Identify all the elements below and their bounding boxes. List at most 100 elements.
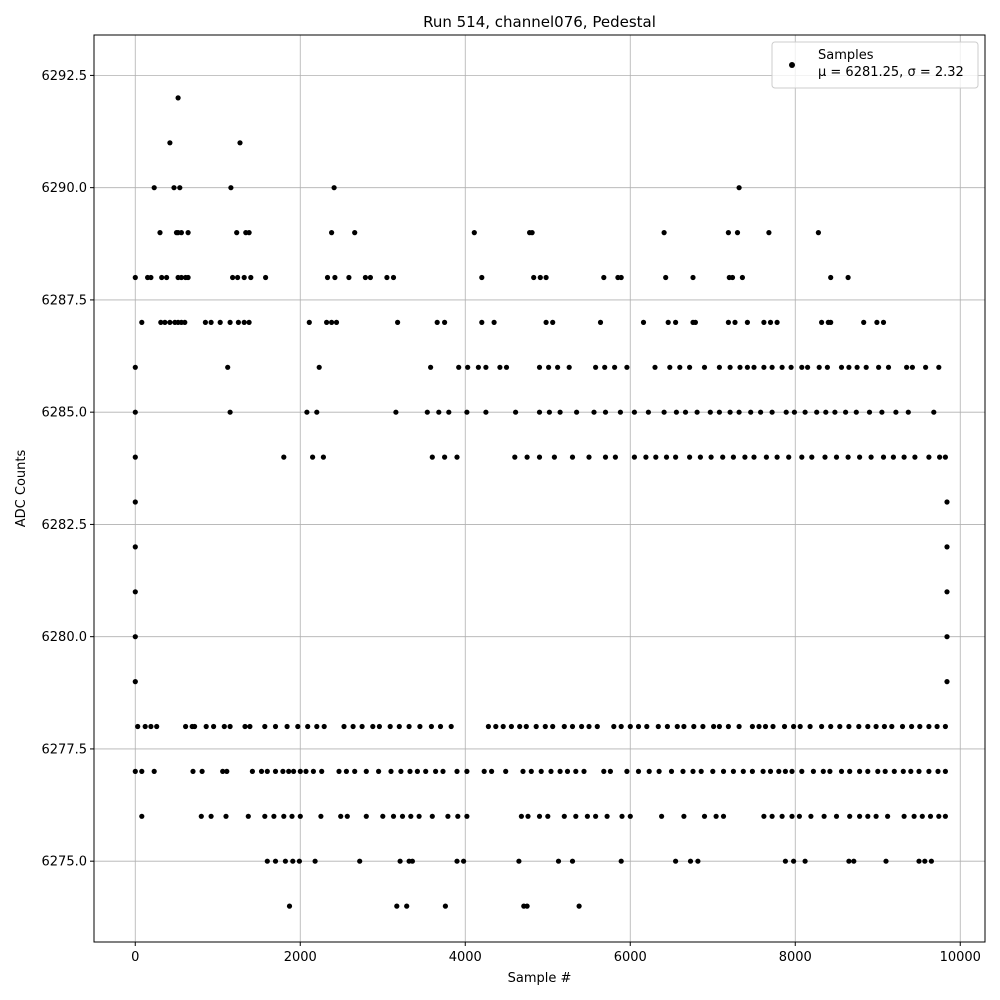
- data-point: [823, 409, 829, 415]
- data-point: [635, 768, 642, 775]
- data-point: [569, 858, 576, 864]
- data-point: [673, 858, 679, 864]
- data-point: [936, 364, 942, 370]
- data-point: [235, 274, 241, 281]
- data-point: [805, 364, 811, 370]
- data-point: [262, 813, 268, 819]
- data-point: [627, 723, 633, 730]
- data-point: [617, 409, 624, 415]
- data-point: [760, 768, 766, 775]
- data-point: [828, 274, 834, 281]
- data-point: [225, 364, 231, 370]
- data-point: [854, 364, 860, 370]
- data-point: [246, 230, 252, 236]
- data-point: [901, 454, 907, 460]
- data-point: [331, 185, 337, 191]
- data-point: [227, 319, 233, 325]
- data-point: [557, 409, 563, 415]
- data-point: [448, 723, 454, 730]
- data-point: [791, 723, 797, 730]
- legend-entry-stats: μ = 6281.25, σ = 2.32: [818, 65, 964, 80]
- data-point: [591, 409, 597, 415]
- data-point: [280, 768, 286, 775]
- data-point: [310, 768, 316, 775]
- data-point: [573, 813, 579, 819]
- x-tick-label: 2000: [284, 950, 317, 965]
- data-point: [536, 813, 543, 819]
- data-point: [729, 274, 736, 281]
- data-point: [148, 723, 154, 730]
- data-point: [543, 319, 549, 325]
- data-point: [404, 903, 410, 909]
- data-point: [290, 858, 296, 864]
- data-point: [139, 319, 145, 325]
- data-point: [264, 768, 270, 775]
- data-point: [192, 723, 198, 730]
- data-point: [454, 454, 460, 460]
- data-point: [604, 813, 610, 819]
- data-point: [217, 319, 223, 325]
- data-point: [944, 634, 950, 640]
- data-point: [727, 409, 733, 415]
- data-point: [737, 364, 743, 370]
- data-point: [899, 723, 906, 730]
- data-point: [336, 768, 342, 775]
- data-point: [564, 768, 571, 775]
- data-point: [691, 723, 697, 730]
- data-point: [211, 723, 217, 730]
- y-tick-label: 6285.0: [42, 406, 88, 421]
- data-point: [937, 454, 943, 460]
- data-point: [528, 768, 534, 775]
- data-point: [493, 723, 499, 730]
- data-point: [627, 813, 633, 819]
- data-point: [761, 319, 767, 325]
- data-point: [900, 768, 906, 775]
- data-point: [624, 364, 630, 370]
- data-point: [695, 858, 701, 864]
- data-point: [645, 409, 652, 415]
- data-point: [306, 319, 312, 325]
- y-tick-label: 6292.5: [42, 69, 88, 84]
- data-point: [716, 723, 723, 730]
- data-point: [612, 454, 619, 460]
- data-point: [220, 768, 226, 775]
- data-point: [533, 723, 539, 730]
- data-point: [847, 768, 853, 775]
- data-point: [770, 723, 776, 730]
- data-point: [766, 230, 772, 236]
- data-point: [720, 768, 727, 775]
- data-point: [713, 813, 719, 819]
- data-point: [395, 319, 401, 325]
- data-point: [479, 274, 485, 281]
- data-point: [843, 409, 849, 415]
- data-point: [802, 858, 808, 864]
- data-point: [333, 319, 340, 325]
- data-point: [576, 903, 582, 909]
- data-point: [159, 274, 165, 281]
- data-point: [436, 409, 442, 415]
- y-tick-label: 6287.5: [42, 293, 88, 308]
- data-point: [819, 723, 825, 730]
- data-point: [749, 723, 756, 730]
- data-point: [856, 723, 862, 730]
- data-point: [847, 813, 853, 819]
- data-point: [665, 319, 671, 325]
- data-point: [934, 723, 940, 730]
- data-point: [732, 319, 738, 325]
- data-point: [819, 319, 825, 325]
- x-axis-label: Sample #: [508, 971, 572, 986]
- data-point: [716, 409, 723, 415]
- data-point: [503, 768, 509, 775]
- data-point: [916, 768, 922, 775]
- data-point: [464, 768, 470, 775]
- x-tick-label: 8000: [779, 950, 812, 965]
- data-point: [911, 813, 917, 819]
- data-point: [148, 274, 154, 281]
- data-point: [807, 723, 813, 730]
- data-point: [857, 813, 863, 819]
- data-point: [324, 274, 331, 281]
- data-point: [177, 185, 183, 191]
- data-point: [905, 409, 911, 415]
- data-point: [132, 589, 138, 595]
